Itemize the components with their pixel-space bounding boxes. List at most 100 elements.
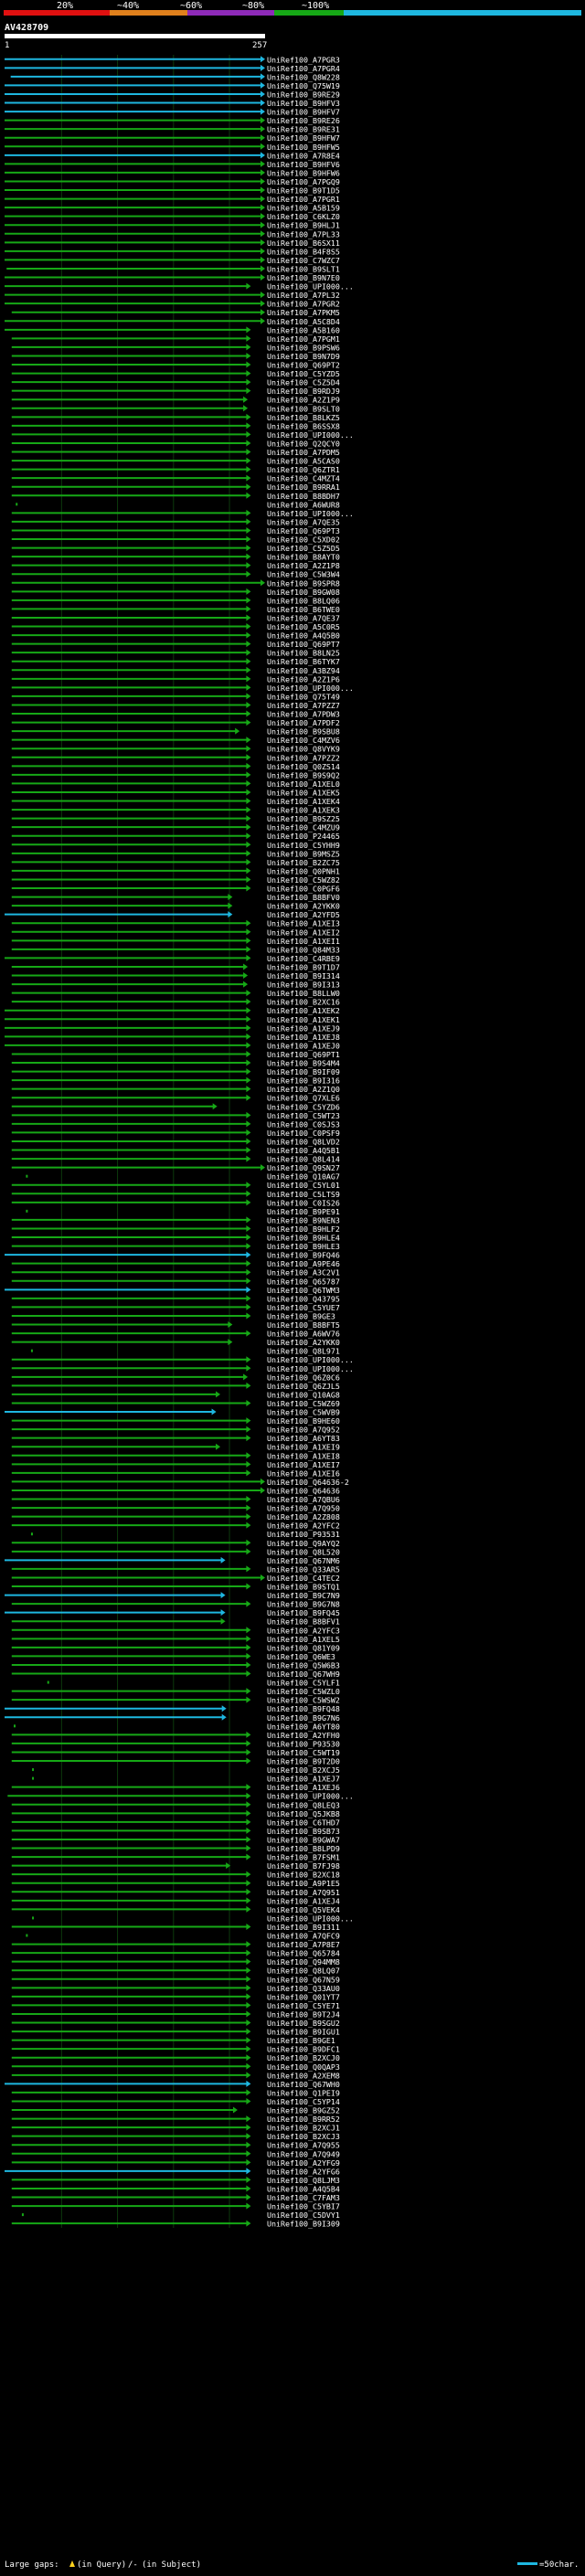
hit-row[interactable]: UniRef100_A7PL33 <box>5 229 340 239</box>
hit-label[interactable]: UniRef100_Q75T49 <box>267 692 340 701</box>
hit-label[interactable]: UniRef100_C5LTS9 <box>267 1190 340 1199</box>
hit-label[interactable]: UniRef100_UPI000... <box>267 1355 354 1364</box>
hit-row[interactable]: UniRef100_A9P1E5 <box>11 1879 340 1888</box>
hit-row[interactable]: UniRef100_B2XCJ3 <box>11 2132 340 2141</box>
hit-row[interactable]: UniRef100_Q69PT1 <box>11 1050 340 1059</box>
hit-label[interactable]: UniRef100_B9HFW5 <box>267 143 340 152</box>
hit-row[interactable]: UniRef100_C5WZ69 <box>11 1399 340 1408</box>
hit-row[interactable]: UniRef100_A7QE35 <box>11 517 340 526</box>
hit-label[interactable]: UniRef100_A2YFG9 <box>267 2158 340 2168</box>
hit-row[interactable]: UniRef100_B9PE91 <box>26 1207 340 1216</box>
hit-row[interactable]: UniRef100_A7PDM5 <box>11 448 340 457</box>
hit-label[interactable]: UniRef100_B9GZ52 <box>267 2106 340 2115</box>
hit-label[interactable]: UniRef100_B9RE29 <box>267 90 340 99</box>
hit-label[interactable]: UniRef100_C5YL01 <box>267 1181 340 1190</box>
hit-label[interactable]: UniRef100_A1XEJ0 <box>267 1041 340 1050</box>
hit-label[interactable]: UniRef100_A7PL32 <box>267 291 340 300</box>
hit-label[interactable]: UniRef100_Q6Z0C6 <box>267 1373 340 1382</box>
hit-row[interactable]: UniRef100_A7PZZ7 <box>11 701 340 710</box>
hit-label[interactable]: UniRef100_Q9AYQ2 <box>267 1539 340 1548</box>
hit-label[interactable]: UniRef100_B6SX11 <box>267 239 340 248</box>
hit-label[interactable]: UniRef100_C0SJS3 <box>267 1119 340 1129</box>
hit-label[interactable]: UniRef100_Q43795 <box>267 1294 340 1303</box>
hit-label[interactable]: UniRef100_B9IF09 <box>267 1067 340 1076</box>
hit-label[interactable]: UniRef100_A2YFC2 <box>267 1521 340 1531</box>
hit-label[interactable]: UniRef100_A2YFC3 <box>267 1626 340 1635</box>
hit-label[interactable]: UniRef100_B2XC16 <box>267 998 340 1007</box>
hit-label[interactable]: UniRef100_Q8LQ07 <box>267 1966 340 1976</box>
hit-label[interactable]: UniRef100_B9GWA7 <box>267 1835 340 1844</box>
hit-row[interactable]: UniRef100_Q75T49 <box>11 692 340 701</box>
hit-row[interactable]: UniRef100_Q1PEI9 <box>11 2088 340 2097</box>
hit-label[interactable]: UniRef100_A1XEJ6 <box>267 1783 340 1792</box>
hit-row[interactable]: UniRef100_A1XEJ6 <box>11 1783 340 1792</box>
hit-label[interactable]: UniRef100_B9HE60 <box>267 1416 340 1426</box>
hit-row[interactable]: UniRef100_B8BFT5 <box>11 1320 340 1330</box>
hit-label[interactable]: UniRef100_C4RBE9 <box>267 954 340 963</box>
hit-row[interactable]: UniRef100_Q67WH0 <box>5 2080 340 2089</box>
hit-row[interactable]: UniRef100_B9N7D9 <box>11 352 340 361</box>
hit-row[interactable]: UniRef100_A1XEI1 <box>11 937 340 946</box>
hit-row[interactable]: UniRef100_A1XEK1 <box>5 1015 340 1024</box>
hit-label[interactable]: UniRef100_Q8L971 <box>267 1347 340 1356</box>
hit-row[interactable]: UniRef100_B9STQ1 <box>11 1583 340 1592</box>
hit-row[interactable]: UniRef100_C5WT23 <box>11 1111 340 1120</box>
hit-row[interactable]: UniRef100_Q8LEQ3 <box>11 1800 340 1809</box>
hit-label[interactable]: UniRef100_P93530 <box>267 1739 340 1748</box>
hit-label[interactable]: UniRef100_A1XEK5 <box>267 788 340 797</box>
hit-row[interactable]: UniRef100_A7PGR1 <box>5 195 340 204</box>
hit-label[interactable]: UniRef100_C5WVB9 <box>267 1408 340 1417</box>
hit-label[interactable]: UniRef100_B9IGU1 <box>267 2028 340 2037</box>
hit-label[interactable]: UniRef100_A7PGR4 <box>267 64 340 73</box>
hit-row[interactable]: UniRef100_C5W3W4 <box>11 570 340 579</box>
hit-row[interactable]: UniRef100_B9HLE4 <box>11 1234 340 1243</box>
hit-label[interactable]: UniRef100_A2Z1P8 <box>267 561 340 570</box>
hit-row[interactable]: UniRef100_C5DVY1 <box>21 2210 340 2220</box>
hit-row[interactable]: UniRef100_Q65784 <box>11 1949 340 1958</box>
hit-label[interactable]: UniRef100_C5YHH9 <box>267 841 340 850</box>
hit-row[interactable]: UniRef100_B9HE60 <box>11 1416 340 1426</box>
hit-row[interactable]: UniRef100_B9RRA1 <box>11 482 340 492</box>
hit-label[interactable]: UniRef100_A7PGM1 <box>267 334 340 344</box>
hit-row[interactable]: UniRef100_B9NEN3 <box>11 1215 340 1224</box>
hit-label[interactable]: UniRef100_B8LLW0 <box>267 989 340 998</box>
hit-label[interactable]: UniRef100_A7QE37 <box>267 613 340 622</box>
hit-label[interactable]: UniRef100_A2YFG6 <box>267 2167 340 2176</box>
hit-row[interactable]: UniRef100_B9FQ45 <box>5 1608 340 1617</box>
hit-label[interactable]: UniRef100_Q2QCY0 <box>267 439 340 448</box>
hit-label[interactable]: UniRef100_UPI000... <box>267 684 354 693</box>
hit-row[interactable]: UniRef100_B7FSM1 <box>11 1853 340 1862</box>
hit-row[interactable]: UniRef100_Q10AG7 <box>26 1172 340 1182</box>
hit-label[interactable]: UniRef100_A2YKK0 <box>267 902 340 911</box>
hit-row[interactable]: UniRef100_Q5JKB8 <box>11 1809 340 1818</box>
hit-row[interactable]: UniRef100_C5YE71 <box>11 2001 340 2010</box>
hit-label[interactable]: UniRef100_A2YFD5 <box>267 910 340 919</box>
hit-label[interactable]: UniRef100_A1XEJ4 <box>267 1896 340 1905</box>
hit-row[interactable]: UniRef100_B9HLJ1 <box>5 221 340 230</box>
hit-row[interactable]: UniRef100_Q8LQ07 <box>11 1966 340 1976</box>
hit-label[interactable]: UniRef100_B9T1D5 <box>267 186 340 196</box>
hit-label[interactable]: UniRef100_B8LKZ5 <box>267 413 340 422</box>
hit-row[interactable]: UniRef100_UPI000... <box>11 509 354 518</box>
hit-row[interactable]: UniRef100_C5YP14 <box>11 2097 340 2106</box>
hit-row[interactable]: UniRef100_A5B159 <box>5 204 340 213</box>
hit-row[interactable]: UniRef100_B9T2J4 <box>11 2009 340 2019</box>
hit-label[interactable]: UniRef100_A1XEI1 <box>267 937 340 946</box>
hit-row[interactable]: UniRef100_Q43795 <box>11 1294 340 1303</box>
hit-label[interactable]: UniRef100_B9T2J4 <box>267 2009 340 2019</box>
hit-row[interactable]: UniRef100_B9RE29 <box>5 90 340 99</box>
hit-row[interactable]: UniRef100_UPI000... <box>11 1364 354 1373</box>
hit-label[interactable]: UniRef100_UPI000... <box>267 282 354 292</box>
hit-label[interactable]: UniRef100_P24465 <box>267 832 340 841</box>
hit-label[interactable]: UniRef100_A2XEM8 <box>267 2071 340 2080</box>
hit-row[interactable]: UniRef100_Q8L971 <box>30 1347 340 1356</box>
hit-label[interactable]: UniRef100_Q8LEQ3 <box>267 1800 340 1809</box>
hit-label[interactable]: UniRef100_A7PDM5 <box>267 448 340 457</box>
hit-label[interactable]: UniRef100_A1XEI3 <box>267 919 340 928</box>
hit-row[interactable]: UniRef100_B9T2D0 <box>11 1757 340 1766</box>
hit-row[interactable]: UniRef100_A6YT80 <box>14 1722 340 1731</box>
hit-row[interactable]: UniRef100_A2Z1P8 <box>11 561 340 570</box>
hit-row[interactable]: UniRef100_B9HFW7 <box>5 133 340 143</box>
hit-row[interactable]: UniRef100_B9SLT1 <box>6 264 340 273</box>
hit-label[interactable]: UniRef100_UPI000... <box>267 1913 354 1923</box>
